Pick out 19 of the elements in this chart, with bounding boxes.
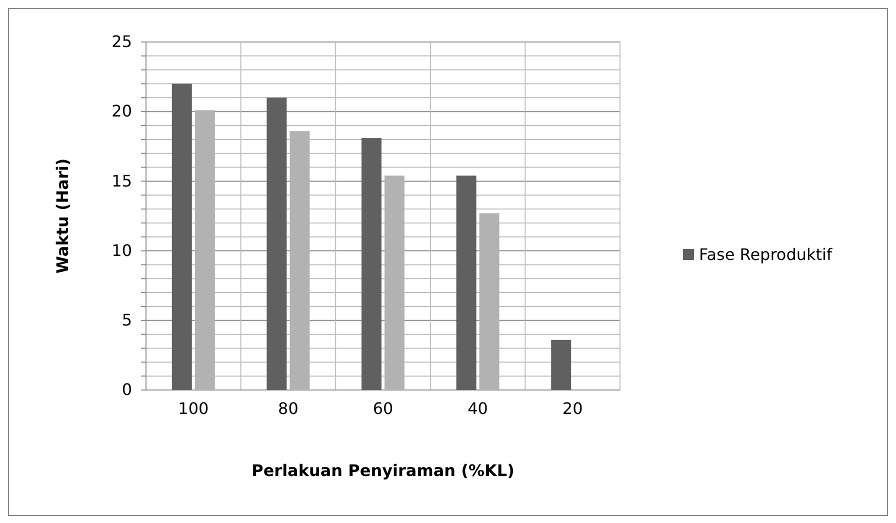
y-tick-label: 5: [122, 310, 132, 330]
y-tick-label: 15: [112, 171, 132, 190]
legend-label: Fase Reproduktif: [699, 245, 832, 264]
x-tick-label: 40: [468, 398, 488, 418]
x-tick-label: 100: [178, 398, 209, 418]
bar: [456, 176, 476, 390]
x-tick-label: 20: [562, 398, 583, 418]
y-tick-label: 25: [112, 32, 132, 52]
x-tick-label: 60: [372, 398, 394, 418]
y-tick-label: 20: [112, 102, 132, 121]
x-axis-title: Perlakuan Penyiraman (%KL): [252, 461, 514, 480]
y-tick-label: 10: [112, 240, 132, 260]
bar: [266, 98, 287, 390]
bar: [362, 138, 382, 390]
bar: [172, 84, 192, 390]
y-tick-label: 0: [122, 380, 132, 400]
y-axis-title: Waktu (Hari): [53, 158, 72, 274]
bar: [551, 340, 572, 390]
x-tick-label: 80: [278, 398, 298, 418]
